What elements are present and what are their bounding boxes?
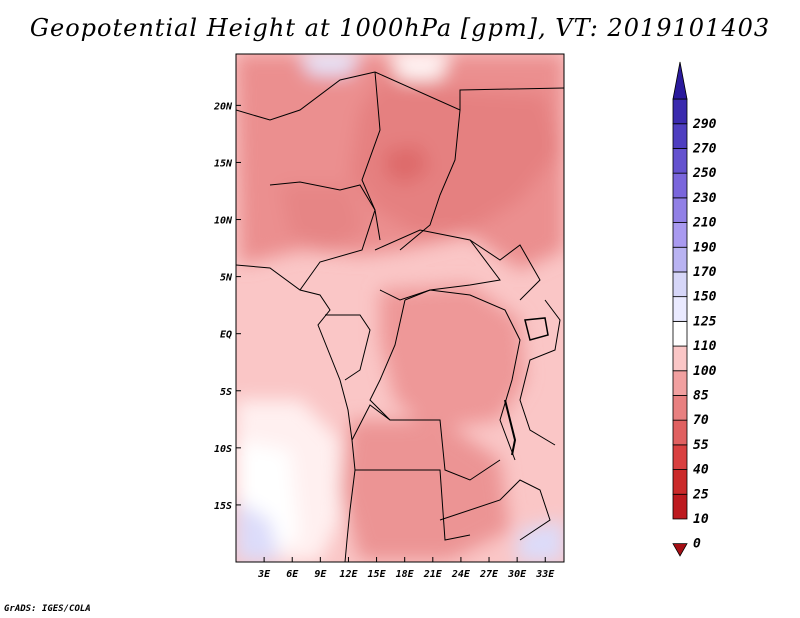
border-drc-north xyxy=(404,289,521,461)
colorbar-label: 110 xyxy=(693,339,717,354)
x-axis: 3E 6E 9E 12E 15E 18E 21E 24E 27E 30E 33E xyxy=(257,557,555,580)
colorbar-swatch xyxy=(672,246,688,273)
field-region-congo xyxy=(380,285,525,430)
x-tick-label: 24E xyxy=(451,569,471,580)
field-region-north-blue xyxy=(300,54,360,75)
y-tick-label: 10N xyxy=(214,216,233,227)
border-niger-algeria xyxy=(236,71,376,121)
x-tick-label: 12E xyxy=(339,569,358,580)
colorbar-swatch xyxy=(672,123,688,149)
colorbar-swatch xyxy=(672,493,688,520)
colorbar-swatch xyxy=(672,98,688,125)
colorbar-label: 150 xyxy=(693,290,717,305)
field-region-south-central xyxy=(340,420,510,560)
x-tick-label: 27E xyxy=(479,569,499,580)
y-tick-label: 20N xyxy=(213,101,233,112)
colorbar-swatch xyxy=(672,395,688,421)
colorbar-label: 70 xyxy=(693,413,709,428)
colorbar-label: 100 xyxy=(693,364,717,379)
colorbar-swatch xyxy=(672,148,688,174)
border-east xyxy=(519,299,561,446)
boundaries xyxy=(236,71,564,562)
colorbar-swatch xyxy=(672,61,688,100)
y-tick-label: 15N xyxy=(214,158,233,169)
lake-tanganyika xyxy=(504,399,517,456)
grads-credit: GrADS: IGES/COLA xyxy=(4,604,91,614)
colorbar-swatch xyxy=(672,345,688,372)
colorbar-label: 40 xyxy=(693,463,709,478)
x-tick-label: 6E xyxy=(286,569,299,580)
border-chad-east xyxy=(399,109,461,251)
colorbar-swatch xyxy=(672,271,688,298)
x-tick-label: 33E xyxy=(535,569,555,580)
colorbar-label: 85 xyxy=(693,388,709,403)
colorbar-swatch xyxy=(672,370,688,396)
field-region-southwest-blue xyxy=(236,500,280,562)
border-nigeria xyxy=(269,181,376,291)
border-chad-west xyxy=(361,71,381,241)
chart-title: Geopotential Height at 1000hPa [gpm], VT… xyxy=(29,14,771,42)
colorbar-label: 55 xyxy=(693,438,709,453)
colorbar-label: 10 xyxy=(693,512,709,527)
field-shading xyxy=(236,54,564,562)
colorbar-label: 290 xyxy=(692,117,717,132)
field-region-southeast-blue xyxy=(515,520,564,562)
border-zambia xyxy=(439,479,551,541)
colorbar-swatch xyxy=(672,197,688,223)
colorbar-label: 270 xyxy=(692,141,717,156)
colorbar: 0 10 25 40 55 70 85 100 110 125 150 170 190 210 230 250… xyxy=(672,61,717,557)
colorbar-label: 250 xyxy=(692,166,717,181)
field-region-chad-minimum xyxy=(385,145,430,185)
x-tick-label: 21E xyxy=(423,569,443,580)
x-tick-label: 30E xyxy=(507,569,527,580)
y-tick-label: 5N xyxy=(220,273,233,284)
colorbar-swatch xyxy=(672,543,688,557)
y-tick-label: 15S xyxy=(214,501,232,512)
y-tick-label: 5S xyxy=(220,387,232,398)
colorbar-label: 210 xyxy=(692,216,717,231)
colorbar-label: 25 xyxy=(692,487,709,502)
colorbar-swatch xyxy=(672,469,688,495)
colorbar-swatch xyxy=(672,320,688,347)
colorbar-swatch xyxy=(672,222,688,248)
border-angola xyxy=(351,404,471,541)
field-region-nigeria-core xyxy=(280,185,365,250)
plot-frame xyxy=(235,53,565,563)
colorbar-swatch xyxy=(672,444,688,470)
colorbar-swatch xyxy=(672,419,688,446)
x-tick-label: 18E xyxy=(396,569,415,580)
x-tick-label: 9E xyxy=(314,569,327,580)
y-axis: 20N 15N 10N 5N EQ 5S 10S 15S xyxy=(213,101,241,512)
colorbar-label: 0 xyxy=(693,537,701,552)
colorbar-label: 170 xyxy=(693,265,717,280)
colorbar-swatch xyxy=(672,296,688,322)
border-gabon-congo xyxy=(325,314,371,381)
border-south-sudan xyxy=(469,239,541,301)
x-tick-label: 15E xyxy=(368,569,387,580)
lake-victoria xyxy=(524,317,549,341)
x-tick-label: 3E xyxy=(257,569,271,580)
colorbar-label: 125 xyxy=(693,314,717,329)
border-car xyxy=(374,229,501,301)
colorbar-swatch xyxy=(672,172,688,199)
colorbar-label: 190 xyxy=(693,240,717,255)
y-tick-label: EQ xyxy=(220,330,232,341)
coastline-west xyxy=(236,264,356,562)
colorbar-label: 230 xyxy=(692,191,717,206)
border-libya-sudan xyxy=(374,71,564,111)
field-region-north-white xyxy=(390,54,450,80)
y-tick-label: 10S xyxy=(214,444,232,455)
